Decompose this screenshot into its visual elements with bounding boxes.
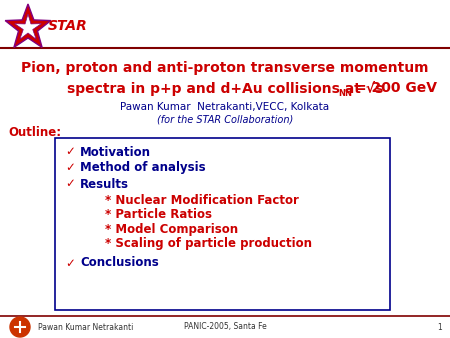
Text: NN: NN: [338, 89, 352, 97]
Text: PANIC-2005, Santa Fe: PANIC-2005, Santa Fe: [184, 322, 266, 332]
Text: Results: Results: [80, 177, 129, 191]
Text: STAR: STAR: [48, 19, 88, 33]
Text: ✓: ✓: [65, 177, 75, 191]
Text: Conclusions: Conclusions: [80, 257, 159, 269]
Polygon shape: [5, 4, 51, 47]
Text: * Nuclear Modification Factor: * Nuclear Modification Factor: [105, 194, 299, 208]
Text: Pion, proton and anti-proton transverse momentum: Pion, proton and anti-proton transverse …: [21, 61, 429, 75]
Text: Outline:: Outline:: [8, 126, 61, 140]
Text: Pawan Kumar  Netrakanti,VECC, Kolkata: Pawan Kumar Netrakanti,VECC, Kolkata: [121, 102, 329, 112]
Text: * Scaling of particle production: * Scaling of particle production: [105, 237, 312, 249]
Text: = 200 GeV: = 200 GeV: [355, 81, 437, 95]
Text: ✓: ✓: [65, 162, 75, 174]
Text: * Model Comparison: * Model Comparison: [105, 222, 238, 236]
Text: spectra in p+p and d+Au collisions at √s: spectra in p+p and d+Au collisions at √s: [67, 80, 383, 96]
Text: * Particle Ratios: * Particle Ratios: [105, 209, 212, 221]
Text: (for the STAR Collaboration): (for the STAR Collaboration): [157, 115, 293, 125]
Text: Motivation: Motivation: [80, 145, 151, 159]
FancyBboxPatch shape: [55, 138, 390, 310]
Text: Method of analysis: Method of analysis: [80, 162, 206, 174]
Text: 1: 1: [437, 322, 442, 332]
Polygon shape: [15, 14, 41, 39]
Text: ✓: ✓: [65, 145, 75, 159]
Text: Pawan Kumar Netrakanti: Pawan Kumar Netrakanti: [38, 322, 133, 332]
Circle shape: [10, 317, 30, 337]
Text: ✓: ✓: [65, 257, 75, 269]
